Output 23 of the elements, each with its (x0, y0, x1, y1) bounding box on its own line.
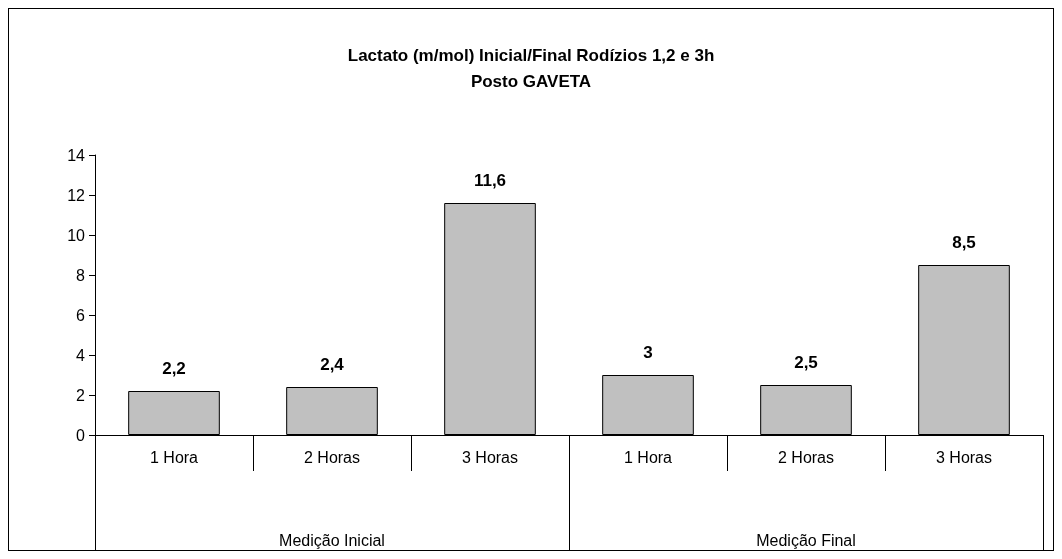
x-tick-label: 2 Horas (303, 448, 361, 466)
text: Medição Final (756, 531, 856, 549)
data-label: 2,5 (794, 353, 818, 372)
data-label: 2,2 (162, 359, 186, 378)
y-tick-label: 10 (67, 226, 86, 244)
x-tick-label: 2 Horas (777, 448, 835, 466)
y-tick-label: 12 (67, 186, 86, 204)
data-label: 8,5 (952, 233, 976, 252)
y-tick-label: 2 (76, 386, 86, 404)
data-label: 11,6 (473, 171, 507, 190)
y-tick-label: 8 (76, 266, 86, 284)
x-tick-label: 1 Hora (149, 448, 199, 466)
x-tick-label: 3 Horas (935, 448, 993, 466)
y-tick-label: 4 (76, 346, 86, 364)
x-tick-label: 1 Hora (623, 448, 673, 466)
y-tick-label: 14 (67, 146, 86, 164)
y-tick-label: 6 (76, 306, 86, 324)
x-tick-label: 3 Horas (461, 448, 519, 466)
chart-title: Lactato (m/mol) Inicial/Final Rodízios 1,2 e 3h Posto GAVETA (347, 45, 715, 91)
y-tick-label: 0 (76, 426, 86, 444)
text: Medição Inicial (279, 531, 385, 549)
data-label: 2,4 (320, 355, 345, 374)
data-label: 3 (643, 343, 653, 362)
